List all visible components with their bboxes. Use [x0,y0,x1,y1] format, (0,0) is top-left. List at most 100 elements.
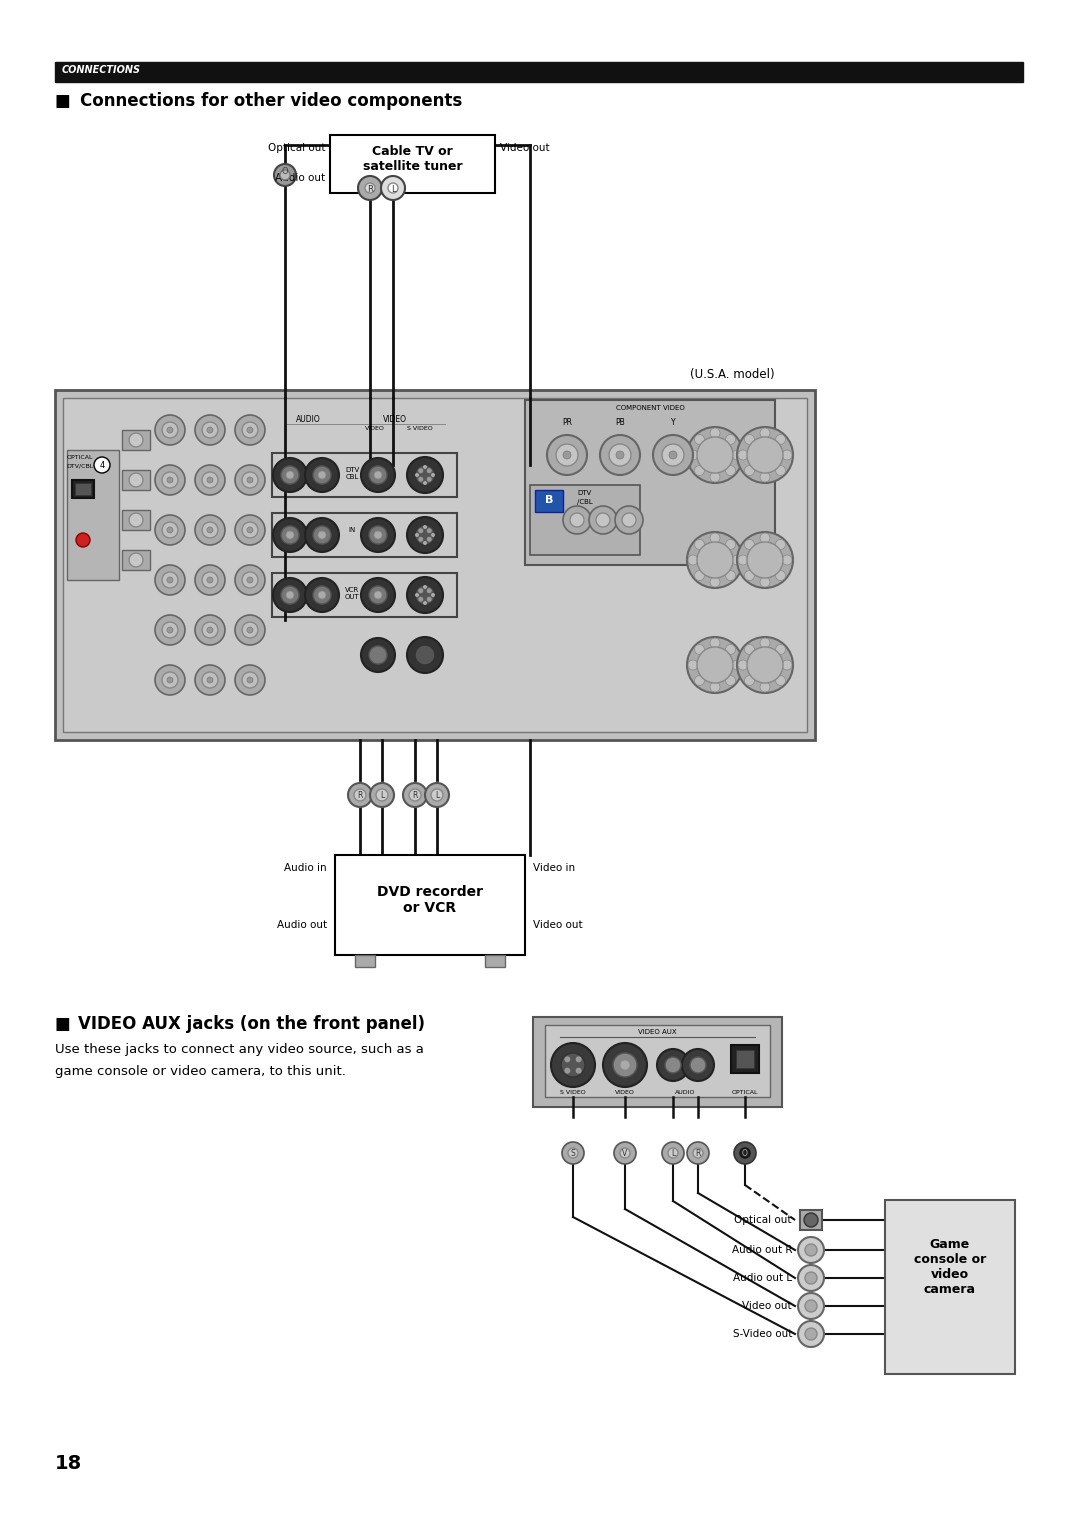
Bar [67,451,119,581]
Text: Audio out: Audio out [275,173,325,183]
Circle shape [415,585,435,605]
Circle shape [202,523,218,538]
Text: Audio out: Audio out [276,920,327,931]
Circle shape [669,1148,678,1158]
Circle shape [235,614,265,645]
Text: O: O [742,1149,748,1158]
Circle shape [162,472,178,487]
Circle shape [273,518,307,552]
Text: IN: IN [349,527,355,533]
Circle shape [710,472,720,481]
Circle shape [273,578,307,613]
Circle shape [318,471,326,478]
Circle shape [694,675,704,686]
Circle shape [738,451,748,460]
Circle shape [737,426,793,483]
Circle shape [747,437,783,474]
Circle shape [167,626,173,633]
Circle shape [726,645,735,654]
Circle shape [305,518,339,552]
Text: Video out: Video out [742,1300,792,1311]
Circle shape [726,466,735,475]
Circle shape [694,645,704,654]
Circle shape [365,183,375,193]
Bar [535,490,563,512]
Circle shape [162,523,178,538]
Circle shape [737,637,793,694]
Circle shape [374,532,382,539]
Circle shape [747,542,783,578]
Circle shape [286,471,294,478]
Circle shape [740,1148,750,1158]
Bar [735,1050,754,1068]
Circle shape [156,465,185,495]
Circle shape [427,468,432,474]
Bar [545,1025,770,1097]
Circle shape [782,451,792,460]
Circle shape [431,533,435,536]
Circle shape [697,542,733,578]
Circle shape [247,426,253,432]
Text: S VIDEO: S VIDEO [407,426,433,431]
Circle shape [760,639,770,648]
Circle shape [426,782,449,807]
Circle shape [688,451,698,460]
Circle shape [167,426,173,432]
Bar [272,573,457,617]
Circle shape [423,465,427,469]
Circle shape [710,578,720,587]
Bar [485,955,505,967]
Circle shape [565,1068,570,1074]
Circle shape [669,451,677,458]
Circle shape [235,515,265,545]
Circle shape [622,513,636,527]
Circle shape [760,428,770,439]
Text: DTV: DTV [578,490,592,497]
Text: VIDEO: VIDEO [365,426,384,431]
Circle shape [738,555,748,565]
Text: PR: PR [562,419,572,426]
Circle shape [744,466,755,475]
Circle shape [207,626,213,633]
Circle shape [744,539,755,550]
Bar [122,550,150,570]
Text: L: L [380,792,384,801]
Circle shape [313,526,330,544]
Circle shape [653,435,693,475]
Bar [335,856,525,955]
Circle shape [207,578,213,584]
Text: Optical out: Optical out [734,1215,792,1225]
Circle shape [732,660,742,669]
Circle shape [403,782,427,807]
Circle shape [732,451,742,460]
Circle shape [615,1141,636,1164]
Circle shape [775,434,785,445]
Circle shape [162,672,178,688]
Circle shape [207,677,213,683]
Circle shape [427,588,432,593]
Circle shape [775,675,785,686]
Circle shape [546,435,588,475]
Circle shape [603,1044,647,1086]
Circle shape [202,622,218,639]
Circle shape [361,458,395,492]
Circle shape [369,526,387,544]
Bar [330,134,495,193]
Bar [55,390,815,740]
Circle shape [388,183,399,193]
Text: VCR
OUT: VCR OUT [345,587,360,601]
Circle shape [556,445,578,466]
Circle shape [738,660,748,669]
Circle shape [242,571,258,588]
Circle shape [369,466,387,484]
Circle shape [235,665,265,695]
Bar [885,1199,1015,1374]
Circle shape [431,474,435,477]
Circle shape [710,639,720,648]
Circle shape [734,1141,756,1164]
Circle shape [242,472,258,487]
Circle shape [207,426,213,432]
Text: 4: 4 [99,461,105,471]
Circle shape [688,660,698,669]
Circle shape [726,570,735,581]
